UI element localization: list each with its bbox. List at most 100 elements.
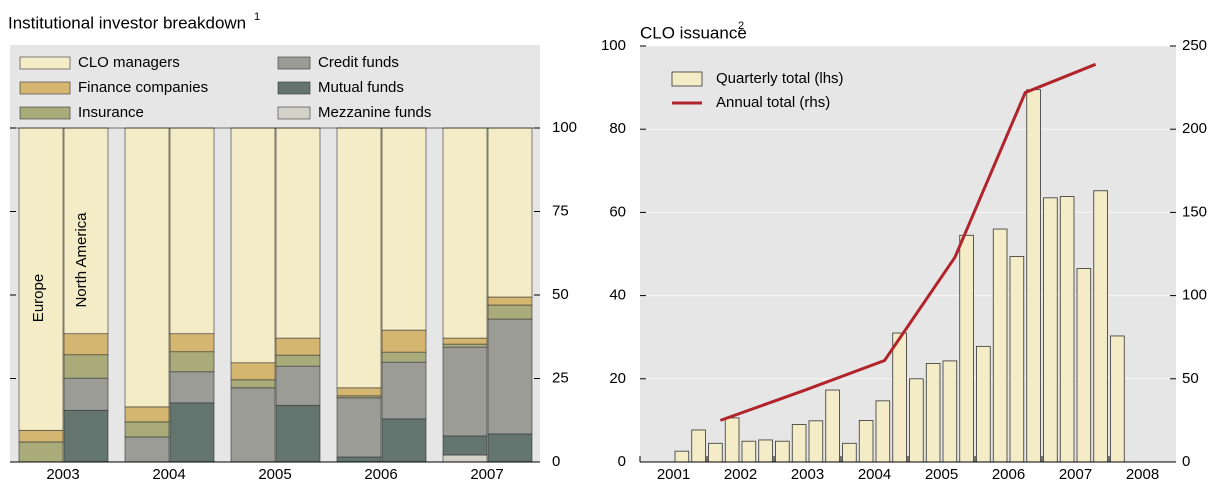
bar-segment [63,409,109,463]
x-tick-label: 2006 [364,466,397,483]
y-tick-label: 0 [552,453,560,470]
x-tick-label: 2003 [46,466,79,483]
bar-segment [487,304,533,320]
bar [959,234,974,463]
bar-segment [381,127,427,331]
legend-label: Insurance [78,104,144,121]
left-title-note: 1 [254,11,260,23]
bar-segment [381,361,427,420]
y2-tick-label: 100 [1182,287,1207,304]
bar-segment [63,377,109,411]
y-tick-label: 0 [618,453,626,470]
bar-segment [124,406,170,423]
line [719,62,1097,422]
bar [1043,197,1058,463]
x-tick-label: 2006 [992,466,1025,483]
bar-segment [487,296,533,306]
bar [691,429,706,463]
bar [1093,190,1108,463]
bar [1076,268,1092,463]
bar-segment [275,337,321,356]
bar [875,400,891,463]
y2-tick-label: 150 [1182,203,1207,220]
bar-segment [275,127,321,339]
right-title-note: 2 [738,20,744,32]
bar [1059,196,1075,463]
bar-segment [442,127,488,339]
bar [909,378,924,463]
bar-segment [442,454,488,463]
bar-segment [124,421,170,438]
y-tick-label: 50 [552,286,569,303]
bar [976,345,991,463]
bar [674,450,690,463]
y-tick-label: 75 [552,202,569,219]
bar-segment [275,354,321,367]
bar-segment [230,127,276,364]
bar [724,417,740,463]
bar-segment [124,127,170,408]
bar-segment [169,127,215,335]
bar-segment [18,127,64,431]
bar [775,440,790,463]
bar-segment [169,333,215,353]
bar [1026,89,1041,463]
bar [842,442,857,463]
bar-segment [18,429,64,443]
x-tick-label: 2005 [925,466,958,483]
x-tick-label: 2002 [724,466,757,483]
bar-segment [275,404,321,463]
x-tick-label: 2004 [152,466,185,483]
bar-segment [18,441,64,463]
legend-swatch [671,71,703,87]
bar-segment [336,387,382,397]
bar-segment [336,456,382,463]
bar-segment [230,387,276,463]
bar-segment [442,346,488,437]
x-tick-label: 2005 [258,466,291,483]
bar-label: Europe [30,274,47,322]
bar-segment [169,402,215,463]
y-tick-label: 100 [552,119,577,136]
y-tick-label: 100 [601,37,626,54]
left-title: Institutional investor breakdown [8,13,246,32]
bar [741,440,757,463]
y-tick-label: 20 [609,370,626,387]
bar-segment [336,395,382,399]
y2-tick-label: 0 [1182,453,1190,470]
legend-label: Quarterly total (lhs) [716,70,844,87]
bar-segment [442,343,488,348]
bar [708,442,723,463]
x-tick-label: 2007 [1059,466,1092,483]
bar-segment [63,333,109,356]
legend-label: Finance companies [78,79,208,96]
legend-swatch [19,106,71,120]
bar-segment [442,435,488,456]
legend-label: Annual total (rhs) [716,94,830,111]
x-tick-label: 2008 [1126,466,1159,483]
y2-tick-label: 200 [1182,120,1207,137]
y-tick-label: 80 [609,120,626,137]
y-tick-label: 40 [609,287,626,304]
bar [892,332,907,463]
bar-segment [487,318,533,435]
bar [791,424,807,463]
y2-tick-label: 50 [1182,370,1199,387]
bar [808,420,824,463]
x-tick-label: 2001 [657,466,690,483]
bar-segment [381,351,427,363]
legend-swatch [277,56,311,70]
y2-tick-label: 250 [1182,37,1207,54]
legend-swatch [277,106,311,120]
legend-swatch [19,81,71,95]
bar-segment [63,354,109,379]
x-tick-label: 2004 [858,466,891,483]
bar-segment [487,433,533,463]
legend-label: CLO managers [78,54,180,71]
legend-label: Mezzanine funds [318,104,431,121]
legend-swatch [19,56,71,70]
bar-label: North America [73,212,90,308]
bar [942,360,958,463]
